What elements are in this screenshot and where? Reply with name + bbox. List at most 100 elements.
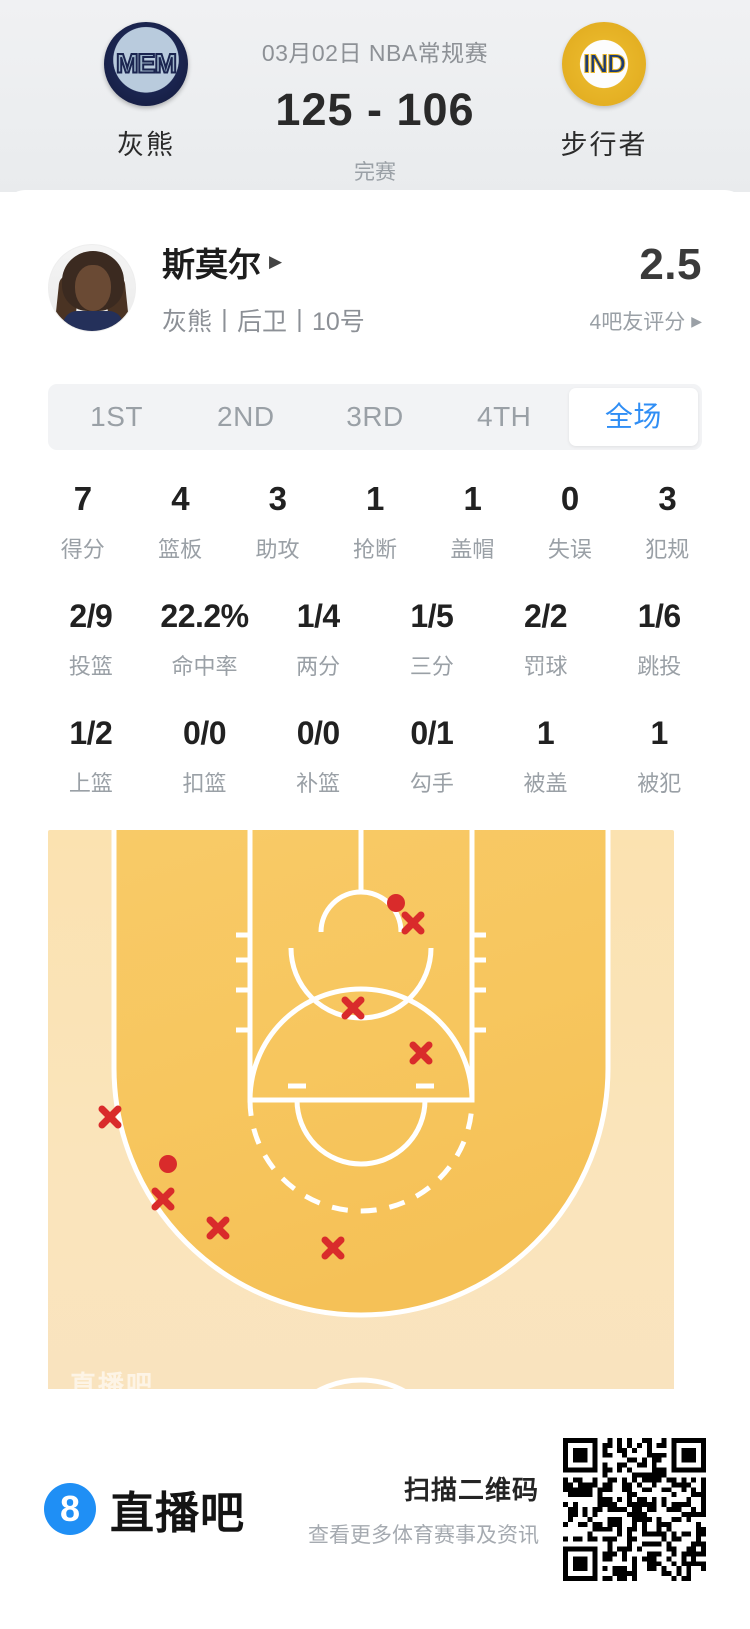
stat-label: 跳投 — [637, 654, 682, 679]
player-info: 斯莫尔 ▶ 灰熊丨后卫丨10号 — [162, 238, 590, 338]
stat-value: 0/0 — [183, 715, 226, 751]
stat-three-pointers: 1/5 三分 — [375, 598, 489, 681]
stat-value: 2/2 — [524, 598, 568, 634]
stat-value: 1 — [650, 715, 669, 751]
stat-value: 1/4 — [296, 598, 340, 634]
stat-dunks: 0/0 扣篮 — [148, 715, 262, 798]
stats-row-shooting: 2/9 投篮 22.2% 命中率 1/4 两分 1/5 三分 2/2 罚球 1/… — [0, 598, 750, 681]
away-team-abbr: IND — [583, 48, 627, 79]
stat-label: 两分 — [296, 654, 341, 679]
stat-field-goals: 2/9 投篮 — [34, 598, 148, 681]
app-brand-name: 直播吧 — [110, 1489, 245, 1538]
stat-label: 命中率 — [171, 654, 238, 679]
stat-fg-percentage: 22.2% 命中率 — [148, 598, 262, 681]
stat-label: 篮板 — [158, 537, 203, 562]
player-avatar — [48, 244, 136, 332]
tab-4th[interactable]: 4TH — [477, 401, 532, 432]
scan-title: 扫描二维码 — [403, 1474, 539, 1505]
match-score: 125 - 106 — [275, 84, 475, 135]
zhibo8-logo-icon: 8 — [44, 1483, 96, 1535]
period-tabs[interactable]: 1ST 2ND 3RD 4TH 全场 — [48, 384, 702, 450]
stat-label: 上篮 — [68, 771, 113, 796]
tab-2nd[interactable]: 2ND — [217, 401, 275, 432]
stat-label: 得分 — [60, 537, 105, 562]
player-stats-card: 斯莫尔 ▶ 灰熊丨后卫丨10号 2.5 4吧友评分 ▶ 1ST 2ND 3RD … — [0, 190, 750, 1420]
stat-value: 3 — [268, 480, 287, 517]
home-team-block[interactable]: MEM 灰熊 — [56, 22, 236, 162]
scan-block: 扫描二维码 查看更多体育赛事及资讯 — [308, 1437, 706, 1581]
player-meta: 灰熊丨后卫丨10号 — [162, 308, 365, 336]
match-center-block: 03月02日 NBA常规赛 125 - 106 完赛 — [236, 22, 514, 186]
basketball-court-graphic — [48, 830, 674, 1420]
stat-value: 1 — [366, 480, 384, 517]
tab-full-game[interactable]: 全场 — [568, 388, 699, 446]
stat-label: 三分 — [409, 654, 454, 679]
stat-label: 投篮 — [68, 654, 113, 679]
scan-text: 扫描二维码 查看更多体育赛事及资讯 — [308, 1470, 539, 1549]
match-status: 完赛 — [354, 161, 396, 184]
stat-value: 1/6 — [637, 598, 681, 634]
stat-turnovers: 0 失误 — [521, 480, 618, 564]
stat-fouls: 3 犯规 — [619, 480, 716, 564]
tab-1st[interactable]: 1ST — [90, 401, 144, 432]
footer-bar: 8 直播吧 扫描二维码 查看更多体育赛事及资讯 — [0, 1389, 750, 1629]
stat-two-pointers: 1/4 两分 — [261, 598, 375, 681]
tab-3rd[interactable]: 3RD — [346, 401, 404, 432]
player-rating-label-row[interactable]: 4吧友评分 ▶ — [590, 306, 702, 336]
stat-label: 犯规 — [645, 537, 690, 562]
stat-value: 1/2 — [69, 715, 113, 751]
stat-jump-shots: 1/6 跳投 — [602, 598, 716, 681]
stat-label: 失误 — [547, 537, 592, 562]
stat-label: 补篮 — [296, 771, 341, 796]
stat-value: 2/9 — [69, 598, 113, 634]
stats-row-basic: 7 得分 4 篮板 3 助攻 1 抢断 1 盖帽 0 失误 3 犯规 — [0, 480, 750, 564]
stat-tip-ins: 0/0 补篮 — [261, 715, 375, 798]
stat-label: 盖帽 — [450, 537, 495, 562]
chevron-right-icon: ▶ — [269, 252, 283, 271]
stat-fouls-drawn: 1 被犯 — [602, 715, 716, 798]
player-name-row[interactable]: 斯莫尔 ▶ — [162, 238, 590, 286]
stat-blocks: 1 盖帽 — [424, 480, 521, 564]
away-team-name: 步行者 — [560, 130, 648, 160]
stat-label: 被盖 — [523, 771, 568, 796]
stat-value: 3 — [658, 480, 677, 517]
home-team-name: 灰熊 — [117, 130, 175, 160]
stat-shots-blocked: 1 被盖 — [489, 715, 603, 798]
stat-label: 抢断 — [352, 537, 397, 562]
player-name: 斯莫尔 — [162, 246, 261, 283]
player-header-row[interactable]: 斯莫尔 ▶ 灰熊丨后卫丨10号 2.5 4吧友评分 ▶ — [0, 190, 750, 338]
stat-value: 4 — [171, 480, 190, 517]
away-team-block[interactable]: IND 步行者 — [514, 22, 694, 162]
stat-label: 罚球 — [523, 654, 568, 679]
stat-assists: 3 助攻 — [229, 480, 326, 564]
app-brand[interactable]: 8 直播吧 — [44, 1477, 245, 1541]
scan-subtitle: 查看更多体育赛事及资讯 — [308, 1523, 539, 1547]
home-team-abbr: MEM — [115, 48, 178, 80]
match-meta: 03月02日 NBA常规赛 — [261, 40, 489, 66]
stat-points: 7 得分 — [34, 480, 131, 564]
stat-label: 被犯 — [637, 771, 682, 796]
stat-free-throws: 2/2 罚球 — [489, 598, 603, 681]
stat-label: 勾手 — [409, 771, 454, 796]
stat-label: 助攻 — [255, 537, 300, 562]
scoreboard-header: MEM 灰熊 03月02日 NBA常规赛 125 - 106 完赛 IND 步行… — [0, 0, 750, 192]
stat-value: 1/5 — [410, 598, 454, 634]
player-rating-label: 4吧友评分 — [589, 311, 686, 334]
qr-code-icon[interactable] — [563, 1437, 706, 1581]
stat-hook-shots: 0/1 勾手 — [375, 715, 489, 798]
shot-chart[interactable]: 直播吧 — [48, 830, 702, 1420]
stat-steals: 1 抢断 — [326, 480, 423, 564]
stat-layups: 1/2 上篮 — [34, 715, 148, 798]
player-rating-value: 2.5 — [639, 240, 702, 289]
indiana-pacers-logo-icon: IND — [562, 22, 646, 106]
stat-value: 1 — [463, 480, 482, 517]
player-rating-block[interactable]: 2.5 4吧友评分 ▶ — [590, 240, 702, 336]
stat-label: 扣篮 — [182, 771, 227, 796]
stat-value: 0/1 — [410, 715, 454, 751]
stat-rebounds: 4 篮板 — [131, 480, 228, 564]
memphis-grizzlies-logo-icon: MEM — [104, 22, 188, 106]
stat-value: 22.2% — [160, 598, 249, 634]
stat-value: 7 — [73, 480, 92, 517]
stat-value: 0/0 — [296, 715, 340, 751]
stats-row-shot-types: 1/2 上篮 0/0 扣篮 0/0 补篮 0/1 勾手 1 被盖 1 被犯 — [0, 715, 750, 798]
